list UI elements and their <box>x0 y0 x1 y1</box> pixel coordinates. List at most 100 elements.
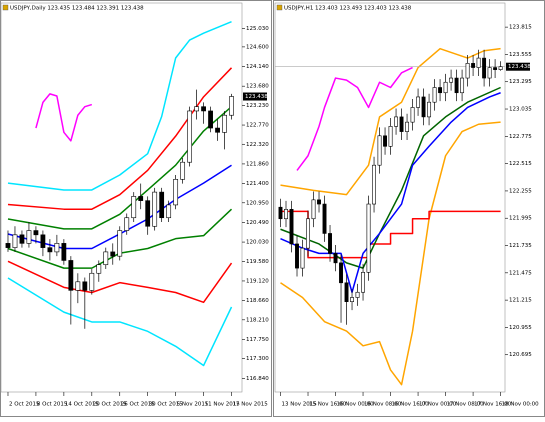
y-tick-label: 120.030 <box>246 240 269 246</box>
indicator-line <box>296 66 413 171</box>
candle-body <box>152 191 158 227</box>
candle-body <box>295 243 299 269</box>
candle-body <box>328 233 332 254</box>
y-tick-label: 121.860 <box>246 161 269 167</box>
candle-body <box>339 262 343 284</box>
x-tick-label: 17 Nov 16:00 <box>474 402 512 408</box>
candle-body <box>443 81 448 94</box>
y-tick-label: 123.035 <box>509 107 532 113</box>
candle-body <box>410 107 415 123</box>
price-box <box>506 62 530 71</box>
candle-body <box>465 63 470 79</box>
candle-body <box>54 243 60 253</box>
indicator-line <box>7 20 232 191</box>
candle-body <box>166 204 172 219</box>
x-tick-label: 13 Nov 2015 <box>282 402 318 408</box>
candle-body <box>96 264 102 274</box>
y-tick-label: 124.600 <box>246 44 269 50</box>
y-tick-label: 123.230 <box>246 103 269 109</box>
candle-body <box>317 199 321 205</box>
y-tick-label: 120.490 <box>246 220 269 226</box>
candle-body <box>432 87 437 103</box>
candle-body <box>449 77 454 83</box>
y-tick-label: 122.255 <box>509 188 532 194</box>
indicator-line <box>7 277 233 367</box>
y-tick-label: 123.555 <box>509 52 532 58</box>
indicator-line <box>7 164 232 250</box>
x-tick-label: 16 Nov 00:00 <box>337 402 375 408</box>
y-tick-label: 119.120 <box>246 278 269 284</box>
candle-body <box>215 127 220 133</box>
candle-body <box>405 121 410 132</box>
candle-body <box>438 87 443 94</box>
indicator-line <box>280 121 501 386</box>
x-tick-label: 16 Nov 08:00 <box>364 402 402 408</box>
candle-body <box>460 77 465 94</box>
plot-area <box>0 2 243 393</box>
candle-body <box>344 282 349 302</box>
y-tick-label: 119.580 <box>246 259 269 265</box>
y-tick-label: 117.300 <box>246 356 269 362</box>
y-tick-label: 121.475 <box>509 270 532 276</box>
x-tick-label: 17 Nov 08:00 <box>447 402 485 408</box>
plot <box>275 47 505 386</box>
x-tick-label: 11 Nov 2015 <box>205 402 241 408</box>
y-tick-label: 122.320 <box>246 142 269 148</box>
candle-body <box>33 230 39 236</box>
candle-body <box>355 291 360 298</box>
candle-body <box>145 200 151 227</box>
x-tick-label: 26 Oct 2015 <box>121 402 156 408</box>
candle-body <box>75 281 81 291</box>
candle-body <box>383 135 387 147</box>
candle-body <box>361 271 365 293</box>
y-tick-label: 123.815 <box>509 25 532 31</box>
candle-body <box>180 161 186 180</box>
candle-body <box>124 217 130 231</box>
y-tick-label: 120.950 <box>246 200 269 206</box>
candle-body <box>131 196 137 219</box>
x-tick-label: 17 Nov 2015 <box>233 402 269 408</box>
y-tick-label: 123.680 <box>246 84 269 90</box>
y-tick-label: 117.750 <box>246 337 269 343</box>
title-icon <box>2 4 9 11</box>
x-tick-label: 20 Oct 2015 <box>93 402 128 408</box>
y-tick-label: 118.660 <box>246 298 269 304</box>
candle-body <box>306 218 310 249</box>
indicator-line <box>280 92 501 293</box>
candle-body <box>138 196 144 201</box>
candle-body <box>289 209 294 245</box>
candle-body <box>229 96 234 116</box>
candle-body <box>311 199 316 220</box>
candle-body <box>40 234 46 248</box>
chart: USDJPY,H1 123.403 123.493 123.403 123.43… <box>274 2 539 408</box>
candle-body <box>278 206 283 220</box>
price-label: 123.438 <box>508 64 531 70</box>
candle-body <box>61 243 67 261</box>
x-tick-label: 14 Oct 2015 <box>65 402 100 408</box>
indicator-line <box>7 67 233 210</box>
candle-body <box>103 251 109 266</box>
candle-body <box>19 234 25 244</box>
candle-body <box>366 203 371 273</box>
price-label: 123.438 <box>245 94 268 100</box>
x-tick-label: 2 Oct 2015 <box>9 402 40 408</box>
candle-body <box>427 101 432 118</box>
candle-body <box>222 114 227 133</box>
y-tick-label: 118.210 <box>246 317 269 323</box>
candle-body <box>372 164 376 205</box>
candle-body <box>117 230 123 257</box>
candle-body <box>68 260 74 291</box>
y-tick-label: 122.775 <box>509 134 532 140</box>
candle-body <box>421 96 426 118</box>
y-tick-label: 125.030 <box>246 26 269 32</box>
y-tick-label: 121.735 <box>509 243 532 249</box>
candle-body <box>476 57 481 68</box>
chart: USDJPY,Daily 123.435 123.484 123.391 123… <box>0 2 269 408</box>
candle-body <box>89 272 95 291</box>
x-tick-label: 17 Nov 00:00 <box>419 402 457 408</box>
candle-body <box>12 234 18 248</box>
y-tick-label: 120.695 <box>509 352 532 358</box>
chart-title: USDJPY,Daily 123.435 123.484 123.391 123… <box>10 6 144 12</box>
candle-body <box>487 67 492 79</box>
